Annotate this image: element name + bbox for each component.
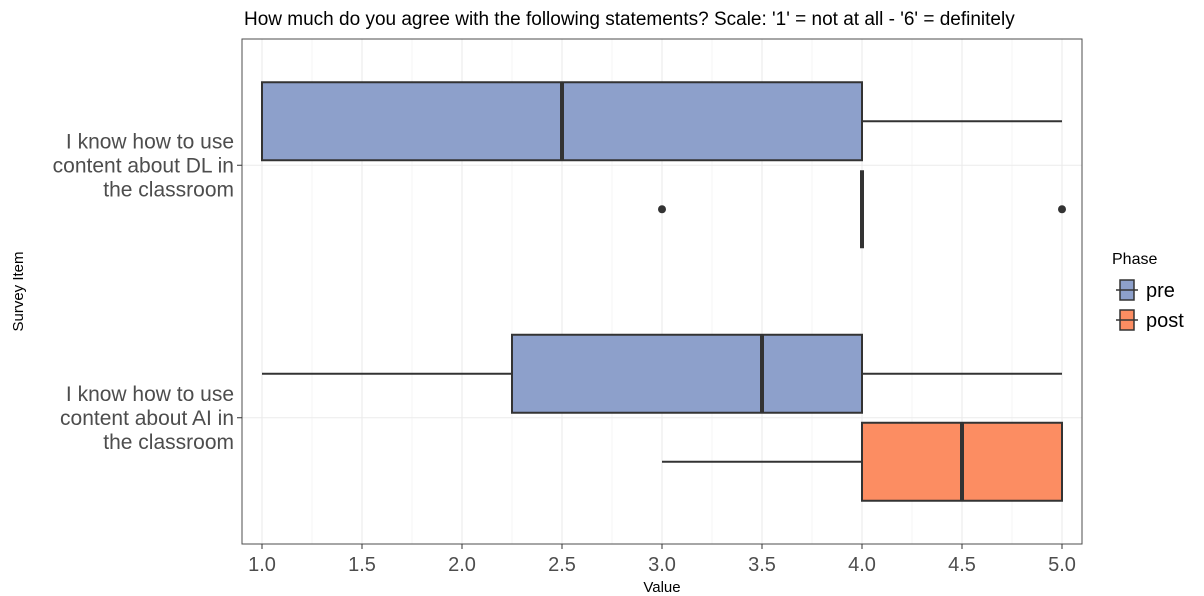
legend-label: pre bbox=[1146, 280, 1175, 302]
outlier-point bbox=[658, 205, 666, 214]
box-pre-1 bbox=[261, 81, 1062, 162]
box-pre-2 bbox=[262, 333, 1062, 414]
y-tick-label: I know how to use content about AI in the … bbox=[60, 383, 234, 454]
chart-title: How much do you agree with the following… bbox=[244, 9, 1015, 30]
x-tick-label: 2.5 bbox=[548, 554, 576, 576]
x-tick-label: 3.5 bbox=[748, 554, 776, 576]
x-tick-label: 1.5 bbox=[348, 554, 376, 576]
x-tick-label: 1.0 bbox=[248, 554, 276, 576]
legend-item-post: post bbox=[1116, 309, 1184, 332]
box-post-1 bbox=[658, 170, 1066, 249]
y-axis-title: Survey Item bbox=[10, 251, 27, 331]
axes: 1.0 1.5 2.0 2.5 3.0 3.5 4.0 4.5 5.0 I know how to… bbox=[53, 130, 1076, 576]
x-axis-title: Value bbox=[643, 579, 680, 596]
x-tick-label: 4.5 bbox=[948, 554, 976, 576]
box-iqr bbox=[511, 333, 863, 414]
legend: Phase pre post bbox=[1112, 251, 1184, 332]
y-tick-label: I know how to use content about DL in the … bbox=[53, 130, 234, 201]
box-plots bbox=[261, 81, 1066, 502]
box-post-2 bbox=[662, 421, 1063, 502]
x-tick-label: 2.0 bbox=[448, 554, 476, 576]
legend-label: post bbox=[1146, 310, 1184, 332]
outlier-point bbox=[1058, 205, 1066, 214]
x-tick-label: 5.0 bbox=[1048, 554, 1076, 576]
x-tick-label: 4.0 bbox=[848, 554, 876, 576]
legend-title: Phase bbox=[1112, 251, 1157, 268]
x-tick-label: 3.0 bbox=[648, 554, 676, 576]
legend-item-pre: pre bbox=[1116, 279, 1175, 302]
